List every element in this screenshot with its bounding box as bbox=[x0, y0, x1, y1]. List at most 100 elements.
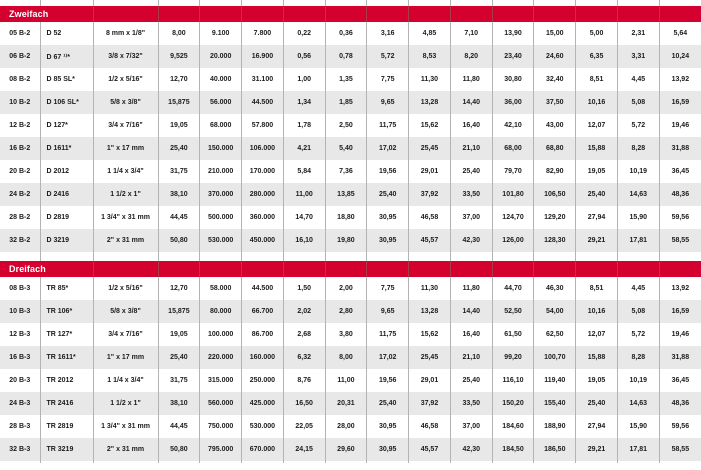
cell-value: 46,58 bbox=[408, 415, 451, 438]
cell-size: 2" x 31 mm bbox=[92, 229, 158, 252]
cell-chain-id: 24 B-2 bbox=[0, 183, 40, 206]
cell-value: 7,75 bbox=[366, 68, 409, 91]
cell-value: 19,80 bbox=[324, 229, 367, 252]
cell-value: 360.000 bbox=[241, 206, 284, 229]
cell-value: 44,45 bbox=[157, 415, 200, 438]
cell-value: 11,75 bbox=[366, 114, 409, 137]
cell-value: 250.000 bbox=[241, 369, 284, 392]
cell-value: 160.000 bbox=[241, 346, 284, 369]
grid-line-cell bbox=[575, 252, 618, 261]
cell-value: 86.700 bbox=[241, 323, 284, 346]
cell-value: 5,72 bbox=[616, 323, 660, 346]
cell-type: D 52 bbox=[39, 22, 93, 45]
section-header-cell bbox=[408, 6, 451, 22]
grid-line-cell bbox=[157, 0, 200, 6]
cell-value: 44,45 bbox=[157, 206, 200, 229]
cell-value: 15,88 bbox=[575, 137, 618, 160]
cell-value: 31,88 bbox=[658, 137, 701, 160]
section-header-cell bbox=[324, 261, 367, 277]
cell-value: 10,19 bbox=[616, 160, 660, 183]
cell-value: 25,45 bbox=[408, 346, 451, 369]
cell-size: 3/8 x 7/32" bbox=[92, 45, 158, 68]
cell-value: 25,40 bbox=[366, 183, 409, 206]
cell-value: 10,19 bbox=[616, 369, 660, 392]
cell-value: 5,72 bbox=[616, 114, 660, 137]
cell-value: 48,36 bbox=[658, 392, 701, 415]
cell-value: 8,53 bbox=[408, 45, 451, 68]
cell-value: 37,50 bbox=[533, 91, 576, 114]
cell-value: 31.100 bbox=[241, 68, 284, 91]
cell-value: 2,80 bbox=[324, 300, 367, 323]
cell-size: 8 mm x 1/8" bbox=[92, 22, 158, 45]
cell-value: 18,80 bbox=[324, 206, 367, 229]
cell-value: 11,30 bbox=[408, 68, 451, 91]
cell-value: 1,00 bbox=[282, 68, 326, 91]
cell-value: 19,56 bbox=[366, 160, 409, 183]
cell-value: 66.700 bbox=[241, 300, 284, 323]
cell-value: 80.000 bbox=[199, 300, 242, 323]
table-row: 06 B-2 D 67 ¹⁾* 3/8 x 7/32" 9,525 20.000 16.9… bbox=[0, 45, 701, 68]
grid-line-cell bbox=[241, 252, 284, 261]
cell-value: 8,00 bbox=[324, 346, 367, 369]
cell-value: 46,30 bbox=[533, 277, 576, 300]
cell-value: 10,16 bbox=[575, 91, 618, 114]
cell-value: 670.000 bbox=[241, 438, 284, 461]
grid-line-cell bbox=[449, 252, 493, 261]
cell-value: 30,95 bbox=[366, 415, 409, 438]
cell-chain-id: 20 B-2 bbox=[0, 160, 40, 183]
cell-value: 29,60 bbox=[324, 438, 367, 461]
cell-size: 1 3/4" x 31 mm bbox=[92, 415, 158, 438]
cell-value: 25,40 bbox=[157, 346, 200, 369]
cell-value: 59,56 bbox=[658, 206, 701, 229]
cell-size: 5/8 x 3/8" bbox=[92, 300, 158, 323]
cell-value: 52,50 bbox=[491, 300, 534, 323]
cell-value: 19,56 bbox=[366, 369, 409, 392]
cell-type: TR 1611* bbox=[39, 346, 93, 369]
cell-value: 29,01 bbox=[408, 160, 451, 183]
cell-value: 40.000 bbox=[199, 68, 242, 91]
cell-chain-id: 06 B-2 bbox=[0, 45, 40, 68]
cell-type: D 106 SL* bbox=[39, 91, 93, 114]
cell-value: 184,50 bbox=[491, 438, 534, 461]
cell-chain-id: 20 B-3 bbox=[0, 369, 40, 392]
section-header-cell bbox=[241, 261, 284, 277]
cell-value: 16,40 bbox=[449, 323, 493, 346]
grid-line-cell bbox=[282, 252, 326, 261]
cell-value: 186,50 bbox=[533, 438, 576, 461]
grid-line-cell bbox=[575, 461, 618, 463]
grid-line-cell bbox=[449, 0, 493, 6]
cell-value: 8,28 bbox=[616, 137, 660, 160]
cell-size: 2" x 31 mm bbox=[92, 438, 158, 461]
section-header-cell bbox=[157, 6, 200, 22]
section-header-cell bbox=[199, 6, 242, 22]
grid-line-cell bbox=[408, 252, 451, 261]
cell-value: 119,40 bbox=[533, 369, 576, 392]
cell-value: 37,92 bbox=[408, 392, 451, 415]
cell-value: 106,50 bbox=[533, 183, 576, 206]
cell-value: 29,21 bbox=[575, 229, 618, 252]
cell-chain-id: 24 B-3 bbox=[0, 392, 40, 415]
cell-value: 38,10 bbox=[157, 183, 200, 206]
cell-type: D 67 ¹⁾* bbox=[39, 45, 93, 68]
cell-value: 99,20 bbox=[491, 346, 534, 369]
cell-value: 129,20 bbox=[533, 206, 576, 229]
cell-type: D 127* bbox=[39, 114, 93, 137]
cell-value: 315.000 bbox=[199, 369, 242, 392]
cell-value: 5,08 bbox=[616, 91, 660, 114]
cell-value: 5,72 bbox=[366, 45, 409, 68]
grid-line-cell bbox=[92, 461, 158, 463]
cell-value: 44,70 bbox=[491, 277, 534, 300]
grid-line-cell bbox=[39, 461, 93, 463]
cell-value: 14,40 bbox=[449, 91, 493, 114]
cell-value: 2,68 bbox=[282, 323, 326, 346]
grid-line-cell bbox=[199, 0, 242, 6]
cell-value: 13,92 bbox=[658, 68, 701, 91]
cell-value: 31,75 bbox=[157, 160, 200, 183]
cell-value: 25,40 bbox=[575, 183, 618, 206]
section-header-cell bbox=[491, 6, 534, 22]
cell-chain-id: 32 B-3 bbox=[0, 438, 40, 461]
grid-line-cell bbox=[366, 461, 409, 463]
cell-value: 795.000 bbox=[199, 438, 242, 461]
cell-value: 45,57 bbox=[408, 229, 451, 252]
